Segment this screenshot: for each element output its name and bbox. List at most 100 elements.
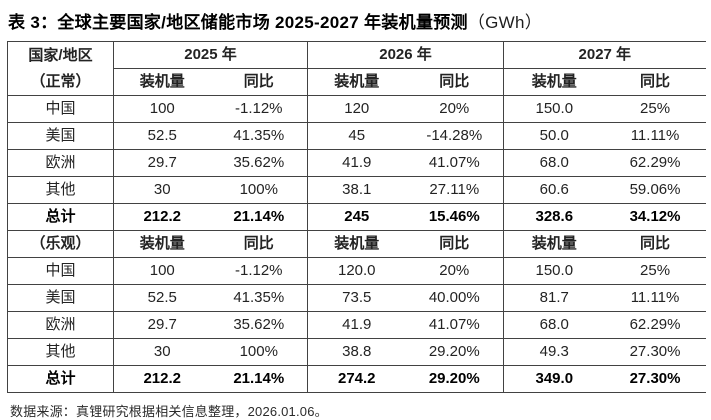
table-row: 美国 52.5 41.35% 45 -14.28% 50.0 11.11%: [7, 122, 706, 150]
region-cell: 欧洲: [7, 311, 114, 339]
yoy-value-cell: 62.29%: [604, 311, 706, 339]
forecast-table: 国家/地区 （正常） 2025 年 2026 年 2027 年装机量 同比 装机量 同比 装机量…: [7, 41, 706, 393]
capacity-value-cell: 68.0: [503, 311, 605, 339]
subheader-capacity: 装机量: [307, 230, 406, 258]
yoy-value-cell: 25%: [604, 95, 706, 123]
capacity-value-cell: 41.9: [307, 311, 406, 339]
corner-header-cell: 国家/地区 （正常）: [7, 41, 114, 96]
yoy-value-cell: 21.14%: [210, 365, 308, 393]
yoy-value-cell: 41.07%: [405, 149, 504, 177]
subheader-capacity: 装机量: [113, 68, 211, 96]
table-row: 中国 100 -1.12% 120 20% 150.0 25%: [7, 95, 706, 123]
yoy-value-cell: 27.11%: [405, 176, 504, 204]
subheader-yoy: 同比: [405, 230, 504, 258]
region-cell: 美国: [7, 284, 114, 312]
table-row: 美国 52.5 41.35% 73.5 40.00% 81.7 11.11%: [7, 284, 706, 312]
capacity-value-cell: 120: [307, 95, 406, 123]
yoy-value-cell: 20%: [405, 257, 504, 285]
year-header-1: 2025 年: [112, 41, 308, 69]
year-header-2: 2026 年: [307, 41, 504, 69]
capacity-value-cell: 73.5: [307, 284, 406, 312]
corner-header-line1: 国家/地区: [28, 46, 93, 64]
yoy-value-cell: 11.11%: [604, 284, 706, 312]
region-cell: 中国: [7, 257, 114, 285]
capacity-value-cell: 150.0: [503, 95, 605, 123]
yoy-value-cell: -1.12%: [210, 257, 308, 285]
region-cell: 总计: [7, 203, 114, 231]
scenario-label-cell: （乐观）: [7, 230, 114, 258]
table-row: 总计 212.2 21.14% 274.2 29.20% 349.0 27.30%: [7, 365, 706, 393]
yoy-value-cell: 41.07%: [405, 311, 504, 339]
table-title: 表 3：全球主要国家/地区储能市场 2025-2027 年装机量预测（GWh）: [7, 5, 705, 41]
corner-header-line2: （正常）: [30, 72, 91, 90]
yoy-value-cell: 35.62%: [210, 149, 308, 177]
yoy-value-cell: 27.30%: [604, 365, 706, 393]
yoy-value-cell: 11.11%: [604, 122, 706, 150]
header-row-metrics-optimistic: （乐观） 装机量 同比 装机量 同比 装机量 同比: [7, 230, 706, 258]
capacity-value-cell: 245: [307, 203, 406, 231]
capacity-value-cell: 150.0: [503, 257, 605, 285]
yoy-value-cell: 20%: [405, 95, 504, 123]
table-row: 其他 30 100% 38.1 27.11% 60.6 59.06%: [7, 176, 706, 204]
yoy-value-cell: 15.46%: [405, 203, 504, 231]
capacity-value-cell: 52.5: [113, 122, 211, 150]
capacity-value-cell: 41.9: [307, 149, 406, 177]
yoy-value-cell: -14.28%: [405, 122, 504, 150]
yoy-value-cell: 41.35%: [210, 122, 308, 150]
capacity-value-cell: 50.0: [503, 122, 605, 150]
capacity-value-cell: 30: [113, 176, 211, 204]
yoy-value-cell: 35.62%: [210, 311, 308, 339]
header-row-metrics-normal: 装机量 同比 装机量 同比 装机量 同比: [8, 68, 706, 96]
subheader-yoy: 同比: [604, 68, 706, 96]
subheader-capacity: 装机量: [503, 68, 605, 96]
table-row: 欧洲 29.7 35.62% 41.9 41.07% 68.0 62.29%: [7, 149, 706, 177]
table-row: 中国 100 -1.12% 120.0 20% 150.0 25%: [7, 257, 706, 285]
capacity-value-cell: 68.0: [503, 149, 605, 177]
yoy-value-cell: 29.20%: [405, 365, 504, 393]
yoy-value-cell: 100%: [210, 338, 308, 366]
yoy-value-cell: 21.14%: [210, 203, 308, 231]
capacity-value-cell: 60.6: [503, 176, 605, 204]
subheader-capacity: 装机量: [113, 230, 211, 258]
table-title-main: 表 3：全球主要国家/地区储能市场 2025-2027 年装机量预测: [8, 13, 468, 32]
table-row: 总计 212.2 21.14% 245 15.46% 328.6 34.12%: [7, 203, 706, 231]
capacity-value-cell: 52.5: [113, 284, 211, 312]
capacity-value-cell: 274.2: [307, 365, 406, 393]
yoy-value-cell: 59.06%: [604, 176, 706, 204]
yoy-value-cell: 27.30%: [604, 338, 706, 366]
capacity-value-cell: 45: [307, 122, 406, 150]
capacity-value-cell: 349.0: [503, 365, 605, 393]
region-cell: 其他: [7, 338, 114, 366]
capacity-value-cell: 29.7: [113, 311, 211, 339]
table-row: 欧洲 29.7 35.62% 41.9 41.07% 68.0 62.29%: [7, 311, 706, 339]
region-cell: 总计: [7, 365, 114, 393]
yoy-value-cell: 62.29%: [604, 149, 706, 177]
capacity-value-cell: 328.6: [503, 203, 605, 231]
capacity-value-cell: 38.8: [307, 338, 406, 366]
capacity-value-cell: 100: [113, 257, 211, 285]
capacity-value-cell: 30: [113, 338, 211, 366]
subheader-yoy: 同比: [210, 230, 308, 258]
capacity-value-cell: 38.1: [307, 176, 406, 204]
yoy-value-cell: 100%: [210, 176, 308, 204]
region-cell: 美国: [7, 122, 114, 150]
region-cell: 欧洲: [7, 149, 114, 177]
capacity-value-cell: 29.7: [113, 149, 211, 177]
capacity-value-cell: 120.0: [307, 257, 406, 285]
capacity-value-cell: 81.7: [503, 284, 605, 312]
subheader-yoy: 同比: [210, 68, 308, 96]
yoy-value-cell: -1.12%: [210, 95, 308, 123]
header-row-years: 国家/地区 （正常） 2025 年 2026 年 2027 年: [7, 41, 706, 96]
yoy-value-cell: 25%: [604, 257, 706, 285]
yoy-value-cell: 29.20%: [405, 338, 504, 366]
region-cell: 其他: [7, 176, 114, 204]
subheader-capacity: 装机量: [307, 68, 406, 96]
capacity-value-cell: 49.3: [503, 338, 605, 366]
yoy-value-cell: 40.00%: [405, 284, 504, 312]
subheader-yoy: 同比: [604, 230, 706, 258]
table-row: 其他 30 100% 38.8 29.20% 49.3 27.30%: [7, 338, 706, 366]
region-cell: 中国: [7, 95, 114, 123]
capacity-value-cell: 212.2: [113, 365, 211, 393]
yoy-value-cell: 34.12%: [604, 203, 706, 231]
